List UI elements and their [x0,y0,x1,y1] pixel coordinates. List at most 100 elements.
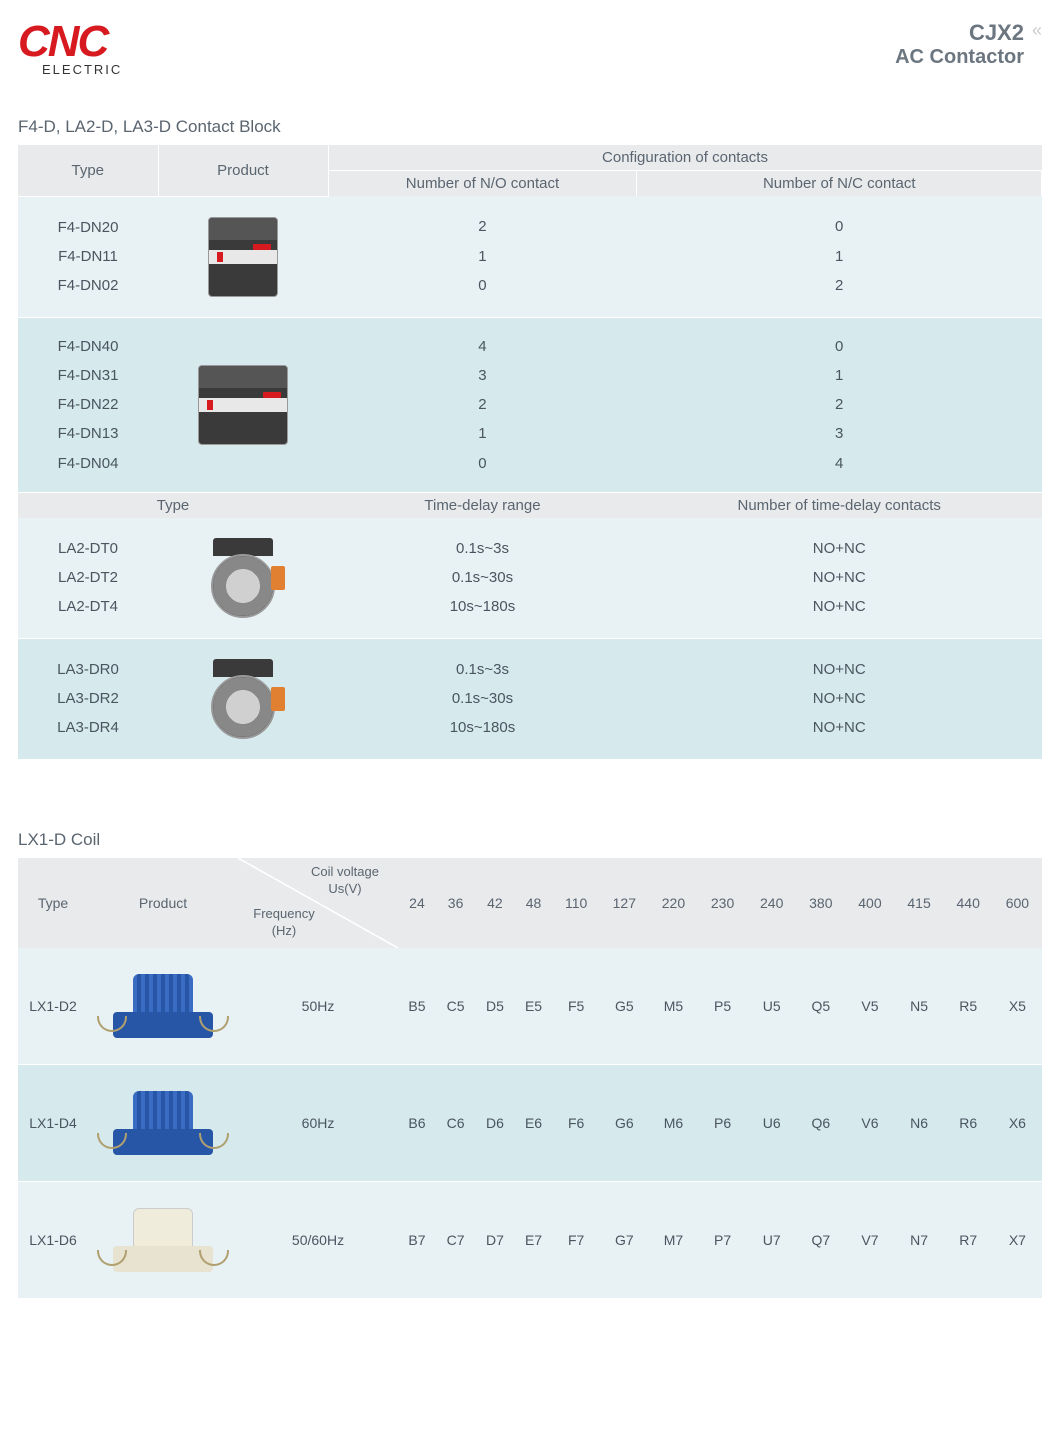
voltage-header: 400 [845,858,894,948]
voltage-header: 230 [698,858,747,948]
group4-product-image [158,638,328,759]
coil-code: Q6 [796,1064,845,1181]
section1-title: F4-D, LA2-D, LA3-D Contact Block [18,117,1042,137]
logo-text-sub: ELECTRIC [42,62,122,77]
coil-row: LX1-D460HzB6C6D6E6F6G6M6P6U6Q6V6N6R6X6 [18,1064,1042,1181]
coil-row: LX1-D650/60HzB7C7D7E7F7G7M7P7U7Q7V7N7R7X… [18,1181,1042,1298]
coil-code: B6 [398,1064,436,1181]
group1-types: F4-DN20F4-DN11F4-DN02 [18,196,158,317]
coil-code: U7 [747,1181,796,1298]
logo: CNC ELECTRIC [18,20,122,77]
col-product-header: Product [88,858,238,948]
coil-code: F7 [553,1181,600,1298]
voltage-header: 380 [796,858,845,948]
voltage-header: 24 [398,858,436,948]
coil-code: M5 [649,948,698,1065]
coil-type: LX1-D4 [18,1064,88,1181]
page-title-sub: AC Contactor [895,46,1024,69]
page-title-main: CJX2 [895,20,1024,46]
voltage-header: 220 [649,858,698,948]
coil-code: P6 [698,1064,747,1181]
coil-code: D7 [475,1181,514,1298]
group2-nc: 01234 [637,317,1042,492]
col-type-header: Type [18,858,88,948]
page-header: CNC ELECTRIC CJX2 AC Contactor « [18,20,1042,77]
diagonal-header: Coil voltage Us(V) Frequency (Hz) [238,858,398,948]
timer-icon [203,659,283,739]
coil-code: P7 [698,1181,747,1298]
col-nc-header: Number of N/C contact [637,171,1042,197]
coil-code: R6 [944,1064,993,1181]
voltage-header: 42 [475,858,514,948]
coil-code: B5 [398,948,436,1065]
section2-title: LX1-D Coil [18,830,1042,850]
diag-top-label: Coil voltage Us(V) [300,864,390,898]
coil-code: Q5 [796,948,845,1065]
coil-icon [103,1083,223,1163]
group2-product-image [158,317,328,492]
coil-code: G7 [600,1181,649,1298]
chevron-left-icon: « [1032,20,1042,41]
group4-contacts: NO+NCNO+NCNO+NC [637,638,1042,759]
group1-nc: 012 [637,196,1042,317]
coil-code: R5 [944,948,993,1065]
voltage-header: 110 [553,858,600,948]
coil-code: X6 [993,1064,1042,1181]
voltage-header: 415 [895,858,944,948]
group4-types: LA3-DR0LA3-DR2LA3-DR4 [18,638,158,759]
coil-code: F5 [553,948,600,1065]
voltage-header: 48 [515,858,553,948]
group4-range: 0.1s~3s0.1s~30s10s~180s [328,638,637,759]
voltage-header: 36 [436,858,475,948]
voltage-header: 440 [944,858,993,948]
contact-block-icon [198,365,288,445]
voltage-header: 127 [600,858,649,948]
coil-code: N7 [895,1181,944,1298]
coil-code: M7 [649,1181,698,1298]
coil-code: D5 [475,948,514,1065]
coil-code: G5 [600,948,649,1065]
coil-frequency: 60Hz [238,1064,398,1181]
coil-code: U5 [747,948,796,1065]
coil-code: M6 [649,1064,698,1181]
group2-no: 43210 [328,317,637,492]
contact-block-table: Type Product Configuration of contacts N… [18,145,1042,760]
coil-code: C6 [436,1064,475,1181]
page-title-block: CJX2 AC Contactor « [895,20,1042,69]
coil-code: P5 [698,948,747,1065]
group1-no: 210 [328,196,637,317]
coil-icon [103,966,223,1046]
diag-bot-label: Frequency (Hz) [244,906,324,940]
coil-code: E5 [515,948,553,1065]
coil-code: V6 [845,1064,894,1181]
coil-frequency: 50/60Hz [238,1181,398,1298]
coil-icon [103,1200,223,1280]
col-product-header: Product [158,145,328,196]
group2-types: F4-DN40F4-DN31F4-DN22F4-DN13F4-DN04 [18,317,158,492]
voltage-header: 240 [747,858,796,948]
coil-code: U6 [747,1064,796,1181]
col-config-header: Configuration of contacts [328,145,1042,171]
coil-product-image [88,1064,238,1181]
coil-code: G6 [600,1064,649,1181]
coil-code: C7 [436,1181,475,1298]
col-count-header: Number of time-delay contacts [637,492,1042,518]
logo-text-main: CNC [18,20,122,64]
coil-code: E7 [515,1181,553,1298]
group1-product-image [158,196,328,317]
col-no-header: Number of N/O contact [328,171,637,197]
coil-product-image [88,948,238,1065]
coil-code: V5 [845,948,894,1065]
coil-code: Q7 [796,1181,845,1298]
coil-table: Type Product Coil voltage Us(V) Frequenc… [18,858,1042,1299]
coil-type: LX1-D2 [18,948,88,1065]
group3-product-image [158,518,328,639]
coil-code: V7 [845,1181,894,1298]
coil-frequency: 50Hz [238,948,398,1065]
group3-contacts: NO+NCNO+NCNO+NC [637,518,1042,639]
coil-code: C5 [436,948,475,1065]
coil-code: N6 [895,1064,944,1181]
coil-code: X7 [993,1181,1042,1298]
col-type-header: Type [18,145,158,196]
coil-code: E6 [515,1064,553,1181]
